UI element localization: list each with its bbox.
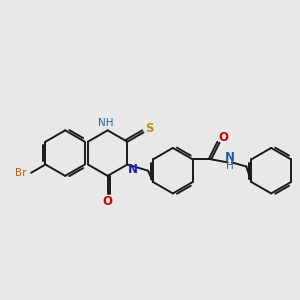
Text: Br: Br: [15, 168, 26, 178]
Text: N: N: [128, 163, 137, 176]
Text: H: H: [226, 160, 234, 170]
Text: N: N: [225, 151, 235, 164]
Text: O: O: [219, 131, 229, 144]
Text: O: O: [103, 195, 112, 208]
Text: NH: NH: [98, 118, 113, 128]
Text: S: S: [146, 122, 154, 135]
